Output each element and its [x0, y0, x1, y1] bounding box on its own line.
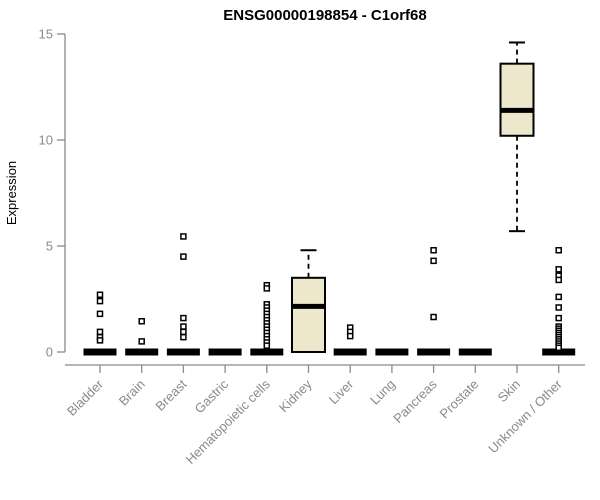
outlier-point: [555, 304, 562, 311]
outlier-point: [555, 266, 562, 273]
boxplot-box: [291, 276, 326, 353]
outlier-point: [430, 313, 437, 321]
y-tick-label: 15: [39, 27, 53, 42]
boxplot-zero-bar: [375, 348, 409, 356]
x-tick-label: Breast: [152, 376, 189, 413]
boxplots: [83, 41, 576, 356]
x-tick-label: Bladder: [64, 376, 107, 419]
outlier-point: [346, 332, 354, 340]
outlier-point: [555, 344, 562, 352]
outlier-point: [96, 310, 104, 318]
y-tick-label: 0: [46, 345, 53, 360]
outlier-point: [180, 233, 187, 240]
outlier-point: [555, 276, 562, 284]
boxplot-box: [499, 62, 535, 137]
boxplot-zero-bar: [208, 348, 242, 356]
chart-title: ENSG00000198854 - C1orf68: [223, 7, 426, 24]
outlier-point: [430, 257, 437, 265]
x-tick-label: Unknown / Other: [485, 376, 565, 456]
x-tick-label: Liver: [326, 376, 357, 407]
boxplot-zero-bar: [542, 348, 576, 356]
x-tick-label: Gastric: [192, 376, 232, 416]
outlier-point: [180, 333, 187, 341]
boxplot-zero-bar: [417, 348, 451, 356]
outlier-point: [180, 323, 187, 330]
outlier-point: [180, 314, 187, 322]
outlier-point: [96, 328, 104, 336]
x-tick-label: Brain: [116, 377, 148, 409]
boxplot-zero-bar: [333, 348, 367, 356]
outlier-point: [96, 297, 104, 305]
x-tick-label: Lung: [367, 377, 398, 408]
y-tick-label: 10: [39, 133, 53, 148]
x-tick-label: Kidney: [276, 376, 315, 415]
outlier-point: [138, 318, 145, 325]
outlier-point: [180, 328, 187, 336]
y-tick-label: 5: [46, 239, 53, 254]
outlier-point: [138, 338, 145, 345]
x-tick-label: Pancreas: [390, 376, 440, 426]
outlier-point: [263, 285, 271, 292]
outlier-point: [96, 337, 104, 344]
x-tick-label: Prostate: [437, 377, 482, 422]
outlier-point: [555, 246, 562, 254]
outlier-point: [263, 342, 271, 349]
boxplot-zero-bar: [250, 348, 284, 356]
outlier-point: [96, 291, 104, 299]
x-tick-label: Skin: [495, 377, 523, 405]
outlier-point: [180, 253, 187, 260]
outlier-point: [430, 246, 437, 254]
outlier-point: [555, 293, 562, 301]
y-axis-title: Expression: [4, 161, 19, 225]
outlier-point: [555, 314, 562, 322]
boxplot-zero-bar: [458, 348, 492, 356]
boxplot-zero-bar: [125, 348, 159, 356]
boxplot-zero-bar: [166, 348, 200, 356]
boxplot-zero-bar: [83, 348, 117, 356]
